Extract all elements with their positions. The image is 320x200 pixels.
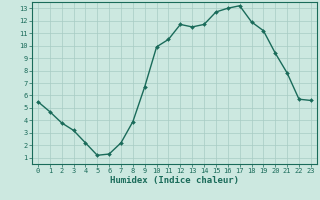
- X-axis label: Humidex (Indice chaleur): Humidex (Indice chaleur): [110, 176, 239, 185]
